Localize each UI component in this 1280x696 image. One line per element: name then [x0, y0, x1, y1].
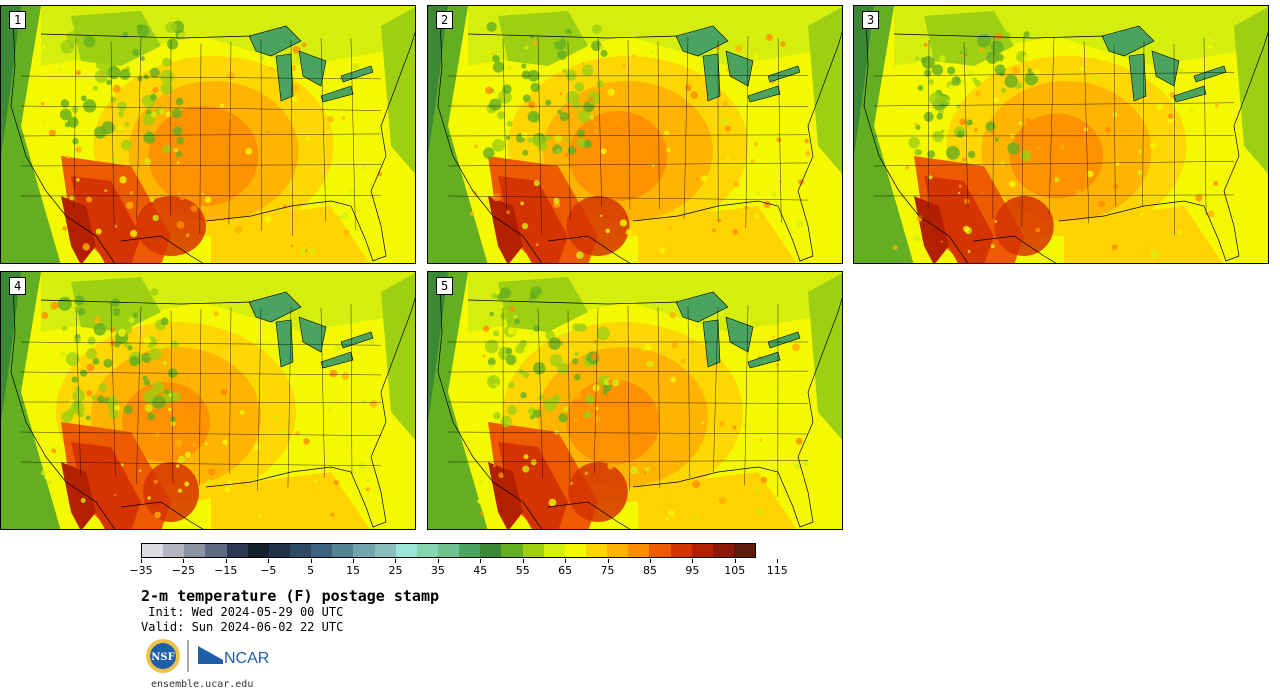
website-url: ensemble.ucar.edu [151, 679, 254, 690]
colorbar-swatch [501, 544, 523, 557]
colorbar-tick-label: 25 [388, 564, 403, 577]
stamp-label: 2 [436, 11, 454, 29]
temperature-field [1, 6, 415, 263]
colorbar-swatch [480, 544, 502, 557]
colorbar-tick-label: 85 [642, 564, 657, 577]
colorbar-tick-label: 45 [473, 564, 488, 577]
colorbar-tick-label: 115 [766, 564, 788, 577]
colorbar-swatch [289, 544, 312, 557]
colorbar-swatch [712, 544, 734, 557]
colorbar-tick-label: −35 [129, 564, 153, 577]
map-boundaries [437, 281, 842, 529]
logos: NSF NCAR [146, 639, 269, 673]
stamp-map [1, 6, 415, 263]
colorbar-ticks: −35 −25 −15 −5 5 15 25 35 45 55 65 75 85 95 105 115 [129, 559, 788, 579]
colorbar-swatch [543, 544, 565, 557]
stamp-label: 3 [862, 11, 880, 29]
colorbar-swatch [691, 544, 713, 557]
colorbar-tick [141, 559, 142, 563]
colorbar-tick-label: 5 [307, 564, 315, 577]
temperature-colorbar [141, 543, 756, 558]
colorbar-tick [437, 559, 439, 563]
colorbar-tick-label: 35 [430, 564, 445, 577]
colorbar-swatch [353, 544, 375, 557]
colorbar-tick [522, 559, 524, 563]
colorbar-swatch [374, 544, 396, 557]
colorbar-swatch [670, 544, 692, 557]
colorbar-tick-label: −25 [171, 564, 196, 577]
colorbar-tick [225, 559, 227, 563]
stamp-label: 5 [436, 277, 454, 295]
valid-time: Valid: Sun 2024-06-02 22 UTC [141, 620, 344, 634]
colorbar-tick-label: 55 [515, 564, 530, 577]
stamp-map [428, 272, 842, 529]
map-boundaries [10, 281, 415, 529]
colorbar-swatch [522, 544, 544, 557]
figure-title: 2-m temperature (F) postage stamp [141, 587, 440, 605]
colorbar-swatch [459, 544, 481, 557]
stamp-panel-5: 5 [427, 271, 843, 530]
stamp-map [854, 6, 1268, 263]
colorbar-swatch [247, 544, 269, 557]
colorbar-swatch [628, 544, 650, 557]
stamp-map [428, 6, 842, 263]
stamp-map [1, 272, 415, 529]
colorbar-tick [777, 559, 779, 563]
colorbar-swatch [649, 544, 671, 557]
temperature-field [1, 272, 415, 529]
colorbar-swatch [311, 544, 333, 557]
stamp-label: 1 [9, 11, 27, 29]
temperature-field [428, 272, 842, 529]
colorbar-tick [649, 559, 651, 563]
colorbar-tick [607, 559, 609, 563]
colorbar-swatch [585, 544, 608, 557]
colorbar-swatch [332, 544, 354, 557]
colorbar-tick-label: 65 [558, 564, 573, 577]
stamp-panel-3: 3 [853, 5, 1269, 264]
colorbar-tick [395, 559, 397, 563]
colorbar-tick-label: −15 [214, 564, 238, 577]
colorbar-swatch [184, 544, 206, 557]
colorbar-tick [268, 559, 270, 563]
colorbar-swatch [142, 544, 164, 557]
colorbar-swatch [205, 544, 227, 557]
colorbar-swatch [226, 544, 248, 557]
colorbar-tick [734, 559, 736, 563]
stamp-panel-2: 2 [427, 5, 843, 264]
colorbar-swatch [268, 544, 290, 557]
stamp-label: 4 [9, 277, 27, 295]
nsf-logo-text: NSF [151, 652, 174, 663]
colorbar-tick [565, 559, 567, 563]
colorbar-tick-label: 105 [724, 564, 746, 577]
map-boundaries [863, 15, 1268, 263]
ncar-logo-text: NCAR [224, 650, 269, 667]
temperature-field [428, 6, 842, 263]
stamp-panel-1: 1 [0, 5, 416, 264]
colorbar-swatch [416, 544, 438, 557]
colorbar-swatch [163, 544, 185, 557]
colorbar-tick-label: 95 [685, 564, 700, 577]
colorbar-tick [480, 559, 482, 563]
colorbar-swatch [564, 544, 586, 557]
colorbar-tick [310, 559, 312, 563]
colorbar-swatch [437, 544, 460, 557]
colorbar-tick-label: 75 [600, 564, 615, 577]
nsf-logo-icon: NSF [146, 639, 180, 673]
map-boundaries [437, 15, 842, 263]
colorbar-tick [353, 559, 355, 563]
colorbar-tick-label: −5 [260, 564, 277, 577]
map-boundaries [10, 15, 415, 263]
colorbar-tick [692, 559, 694, 563]
colorbar-tick [183, 559, 185, 563]
ncar-logo-icon: NCAR [198, 646, 269, 667]
stamp-panel-4: 4 [0, 271, 416, 530]
colorbar-tick-label: 15 [346, 564, 361, 577]
colorbar-swatch [395, 544, 417, 557]
temperature-field [854, 6, 1268, 263]
init-time: Init: Wed 2024-05-29 00 UTC [141, 605, 344, 619]
colorbar-swatch [607, 544, 629, 557]
colorbar-swatch [733, 544, 756, 557]
